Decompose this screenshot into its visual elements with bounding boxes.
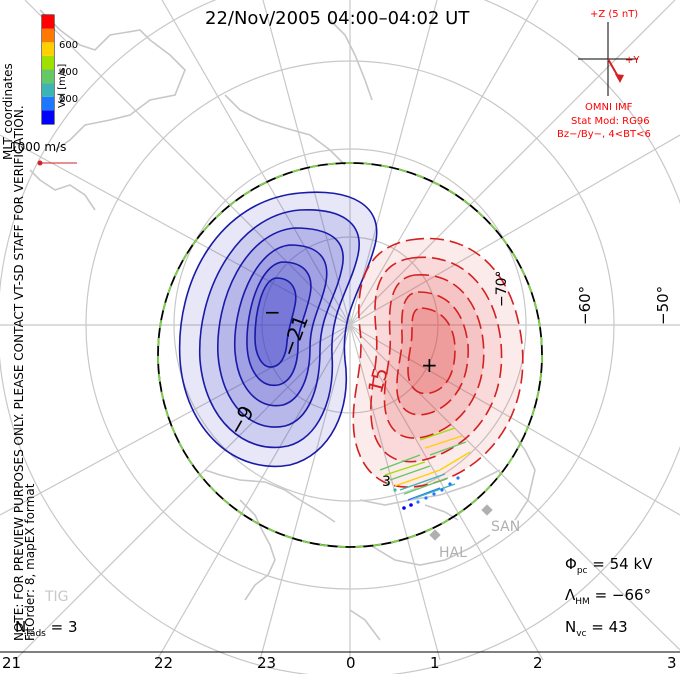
colorbar-cell (42, 69, 54, 84)
site-label-tig: TIG (45, 589, 69, 605)
lambda-hm-value: −66° (611, 586, 652, 604)
velocity-vectors (379, 427, 471, 501)
neg-contour-3 (217, 227, 344, 428)
site-label-hal: HAL (439, 545, 467, 561)
n-vc: Nvc = 43 (565, 618, 628, 639)
hm-boundary (157, 162, 543, 548)
imf-source: OMNI IMF (585, 102, 633, 113)
pos-contour-4 (396, 291, 469, 416)
colorbar-cell (42, 28, 54, 43)
contour-label-3: 3 (382, 474, 391, 490)
mlt-tick-23: 23 (257, 654, 277, 672)
imf-y-label: +Y (625, 55, 640, 66)
colorbar (41, 14, 55, 125)
n-rads-value: 3 (67, 618, 78, 636)
colorbar-cell (42, 96, 54, 111)
pos-contour-2 (370, 256, 503, 463)
vector-origins (386, 476, 460, 510)
phi-pc: Φpc = 54 kV (565, 555, 653, 576)
colorbar-cell (42, 42, 54, 56)
colorbar-cell (42, 55, 54, 70)
colorbar-tick: 200 (59, 94, 79, 105)
lambda-hm: ΛHM = −66° (565, 586, 652, 607)
mlt-tick-21: 21 (2, 654, 22, 672)
cell-maximum-marker: + (421, 353, 438, 377)
contour-label-15: 15 (363, 364, 393, 396)
colorbar-tick: 400 (59, 67, 79, 78)
lat-label-60: −60° (576, 285, 594, 325)
colorbar-cell (42, 110, 54, 124)
pos-contour-5 (407, 307, 456, 395)
reference-vector (37, 160, 77, 166)
reference-vector-label: 1000 m/s (10, 140, 67, 154)
mlt-tick-22: 22 (154, 654, 174, 672)
stat-model: Stat Mod: RG96 (571, 116, 650, 127)
colorbar-cell (42, 15, 54, 29)
colorbar-cell (42, 83, 54, 97)
positive-potential-cell (352, 237, 524, 488)
mlt-tick-0: 0 (346, 654, 356, 672)
cell-minimum-marker: − (264, 300, 281, 324)
neg-contour-1 (178, 191, 378, 468)
lat-label-50: −50° (654, 285, 672, 325)
negative-potential-cell (178, 191, 378, 468)
mlt-tick-3: 3 (667, 654, 677, 672)
imf-z-label: +Z (5 nT) (590, 9, 639, 20)
imf-condition: Bz−/By−, 4<BT<6 (557, 129, 651, 140)
neg-contour-6 (254, 277, 297, 368)
imf-clock (578, 22, 638, 96)
mlt-tick-2: 2 (533, 654, 543, 672)
pos-contour-1 (352, 237, 524, 488)
colorbar-tick: 600 (59, 40, 79, 51)
page-title: 22/Nov/2005 04:00–04:02 UT (205, 8, 470, 29)
phi-pc-value: 54 kV (609, 555, 653, 573)
mlt-tick-1: 1 (430, 654, 440, 672)
site-label-san: SAN (491, 519, 521, 535)
neg-contour-2 (198, 209, 360, 449)
n-rads: Nrads = 3 (15, 618, 78, 639)
coastlines (29, 9, 536, 641)
lat-label-70: −70° (494, 270, 510, 307)
n-vc-value: 43 (608, 618, 628, 636)
site-markers (429, 504, 493, 541)
